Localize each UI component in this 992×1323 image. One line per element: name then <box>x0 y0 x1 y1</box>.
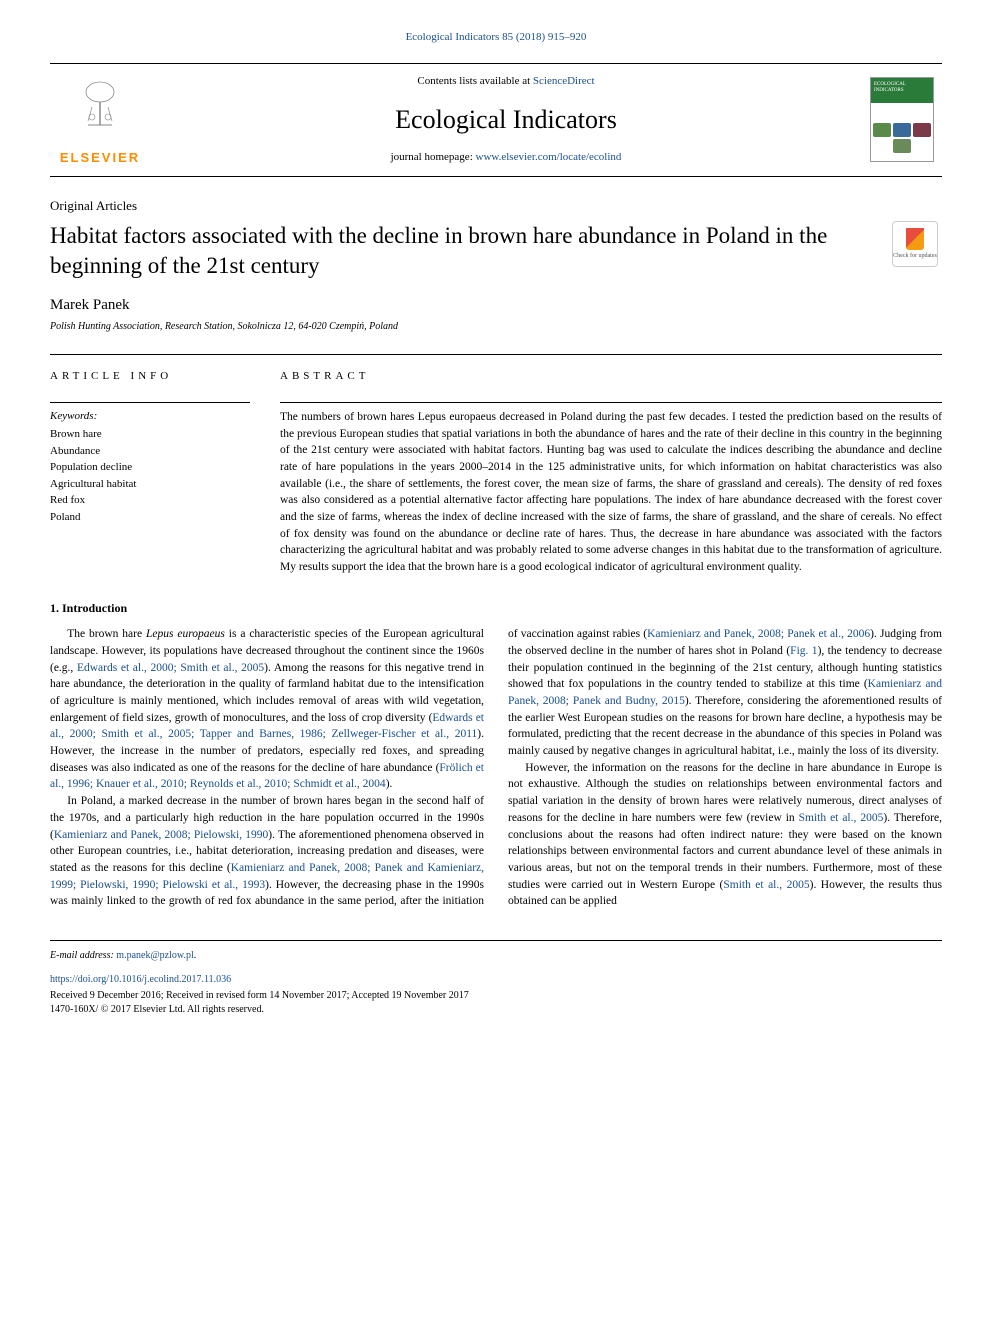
contents-line: Contents lists available at ScienceDirec… <box>170 74 842 89</box>
keyword-item: Agricultural habitat <box>50 476 250 493</box>
journal-ref-link[interactable]: Ecological Indicators 85 (2018) 915–920 <box>406 31 587 43</box>
journal-header: ELSEVIER Contents lists available at Sci… <box>50 63 942 176</box>
keywords-label: Keywords: <box>50 409 250 424</box>
citation-link[interactable]: Kamieniarz and Panek, 2008; Panek et al.… <box>647 628 870 640</box>
article-title: Habitat factors associated with the decl… <box>50 221 872 281</box>
keyword-item: Poland <box>50 509 250 526</box>
abstract-column: ABSTRACT The numbers of brown hares Lepu… <box>280 369 942 576</box>
email-label: E-mail address: <box>50 950 116 961</box>
footer-dates: Received 9 December 2016; Received in re… <box>50 989 942 1003</box>
journal-homepage-line: journal homepage: www.elsevier.com/locat… <box>170 150 842 165</box>
email-line: E-mail address: m.panek@pzlow.pl. <box>50 949 942 963</box>
publisher-name: ELSEVIER <box>60 149 140 167</box>
journal-cover-thumbnail[interactable]: ECOLOGICAL INDICATORS <box>870 77 934 162</box>
keyword-item: Population decline <box>50 459 250 476</box>
header-center: Contents lists available at ScienceDirec… <box>150 64 862 175</box>
keyword-item: Red fox <box>50 492 250 509</box>
citation-link[interactable]: Smith et al., 2005 <box>799 812 884 824</box>
article-info-heading: ARTICLE INFO <box>50 369 250 388</box>
bookmark-icon <box>906 228 924 250</box>
cover-thumb-2 <box>893 123 911 137</box>
journal-cover-block: ECOLOGICAL INDICATORS <box>862 64 942 175</box>
introduction-section: 1. Introduction The brown hare Lepus eur… <box>50 600 942 910</box>
keyword-item: Brown hare <box>50 426 250 443</box>
author-affiliation: Polish Hunting Association, Research Sta… <box>50 320 942 334</box>
title-row: Habitat factors associated with the decl… <box>50 221 942 295</box>
citation-link[interactable]: Kamieniarz and Panek, 2008; Pielowski, 1… <box>54 829 268 841</box>
journal-reference: Ecological Indicators 85 (2018) 915–920 <box>50 30 942 45</box>
page-footer: E-mail address: m.panek@pzlow.pl. https:… <box>50 940 942 1017</box>
homepage-prefix: journal homepage: <box>391 151 476 163</box>
citation-link[interactable]: Edwards et al., 2000; Smith et al., 2005 <box>77 662 264 674</box>
contents-prefix: Contents lists available at <box>417 75 532 87</box>
abstract-divider <box>280 402 942 403</box>
figure-link[interactable]: Fig. 1 <box>790 645 817 657</box>
sciencedirect-link[interactable]: ScienceDirect <box>533 75 595 87</box>
email-link[interactable]: m.panek@pzlow.pl <box>116 950 193 961</box>
abstract-text: The numbers of brown hares Lepus europae… <box>280 409 942 576</box>
check-updates-badge: Check for updates <box>892 221 938 267</box>
homepage-link[interactable]: www.elsevier.com/locate/ecolind <box>476 151 622 163</box>
introduction-heading: 1. Introduction <box>50 600 942 617</box>
article-info-column: ARTICLE INFO Keywords: Brown hare Abunda… <box>50 369 250 576</box>
keywords-list: Brown hare Abundance Population decline … <box>50 426 250 525</box>
elsevier-tree-icon <box>65 72 135 142</box>
journal-name: Ecological Indicators <box>170 102 842 138</box>
cover-thumb-3 <box>913 123 931 137</box>
article-type: Original Articles <box>50 197 942 215</box>
info-abstract-row: ARTICLE INFO Keywords: Brown hare Abunda… <box>50 354 942 576</box>
intro-p3: However, the information on the reasons … <box>508 760 942 910</box>
cover-thumb-4 <box>893 139 911 153</box>
intro-p1: The brown hare Lepus europaeus is a char… <box>50 626 484 793</box>
introduction-body: The brown hare Lepus europaeus is a char… <box>50 626 942 909</box>
check-updates-label: Check for updates <box>893 252 937 260</box>
check-updates-block[interactable]: Check for updates <box>892 221 942 271</box>
citation-link[interactable]: Smith et al., 2005 <box>723 879 809 891</box>
footer-copyright: 1470-160X/ © 2017 Elsevier Ltd. All righ… <box>50 1003 942 1017</box>
doi-link[interactable]: https://doi.org/10.1016/j.ecolind.2017.1… <box>50 974 231 985</box>
species-name: Lepus europaeus <box>146 628 225 640</box>
abstract-heading: ABSTRACT <box>280 369 942 388</box>
cover-thumbnails <box>871 123 933 153</box>
info-divider <box>50 402 250 403</box>
publisher-logo-block: ELSEVIER <box>50 64 150 175</box>
cover-thumb-1 <box>873 123 891 137</box>
cover-title-text: ECOLOGICAL INDICATORS <box>874 82 933 93</box>
author-name: Marek Panek <box>50 295 942 316</box>
keyword-item: Abundance <box>50 443 250 460</box>
